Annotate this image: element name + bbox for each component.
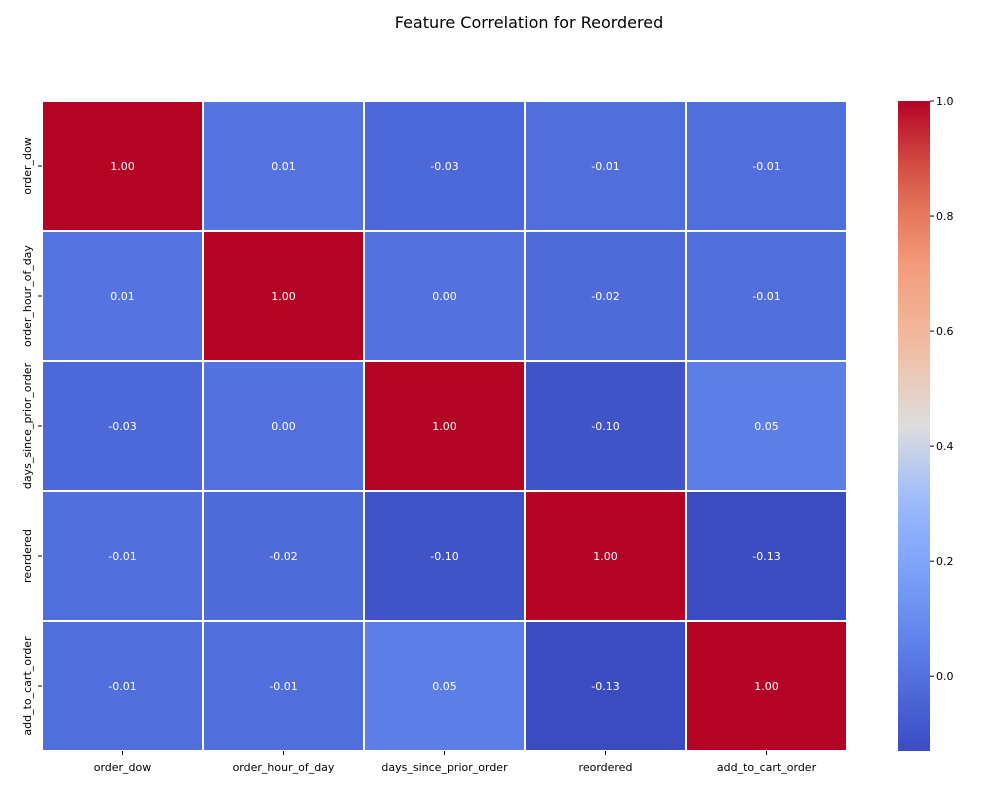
cell-value-label: 0.00 [432,290,457,303]
heatmap-cell [41,100,204,232]
cell-value-label: 1.00 [432,420,457,433]
cell-value-label: -0.03 [108,420,136,433]
cell-value-label: -0.13 [752,550,780,563]
y-tick-label: add_to_cart_order [21,636,34,736]
cell-value-label: -0.02 [591,290,619,303]
heatmap-cells [41,100,848,752]
cell-value-label: 0.01 [110,290,135,303]
colorbar-tick-label: 0.8 [936,210,954,223]
heatmap-cell [685,230,848,362]
x-tick-label: order_hour_of_day [233,761,335,774]
colorbar-tick-label: 1.0 [936,95,954,108]
heatmap-cell [202,360,365,492]
colorbar-gradient [898,101,930,751]
x-axis-tick-labels: order_dow order_hour_of_day days_since_pri… [94,751,817,774]
colorbar-tick-label: 0.4 [936,440,954,453]
cell-value-label: -0.03 [430,160,458,173]
cell-value-label: -0.01 [752,290,780,303]
y-tick-label: order_hour_of_day [21,245,34,347]
colorbar-tick-label: 0.2 [936,555,954,568]
cell-value-label: -0.01 [752,160,780,173]
heatmap-cell [363,230,526,362]
heatmap-cell [363,620,526,752]
heatmap-cell [685,490,848,622]
heatmap-cell [685,620,848,752]
y-tick-label: order_dow [21,137,34,195]
heatmap-cell [524,490,687,622]
cell-value-label: -0.01 [591,160,619,173]
cell-value-label: 0.01 [271,160,296,173]
cell-value-label: -0.01 [108,550,136,563]
y-tick-label: days_since_prior_order [21,362,34,489]
x-tick-label: days_since_prior_order [381,761,508,774]
cell-value-label: 0.05 [754,420,779,433]
colorbar: 0.0 0.2 0.4 0.6 0.8 1.0 [898,95,954,751]
cell-value-label: -0.01 [269,680,297,693]
heatmap-cell [363,490,526,622]
cell-value-label: 0.00 [271,420,296,433]
heatmap-cell [202,490,365,622]
heatmap-annotations: 1.00 0.01 -0.03 -0.01 -0.01 0.01 1.00 0.00 -0.02… [108,160,780,693]
cell-value-label: 0.05 [432,680,457,693]
colorbar-tick-label: 0.6 [936,325,954,338]
heatmap-cell [41,230,204,362]
y-axis-tick-labels: order_dow order_hour_of_day days_since_pri… [21,137,42,736]
cell-value-label: 1.00 [271,290,296,303]
cell-value-label: -0.01 [108,680,136,693]
heatmap-cell [363,100,526,232]
cell-value-label: -0.13 [591,680,619,693]
x-tick-label: add_to_cart_order [717,761,817,774]
y-tick-label: reordered [21,529,34,583]
cell-value-label: -0.10 [430,550,458,563]
cell-value-label: 1.00 [593,550,618,563]
cell-value-label: 1.00 [110,160,135,173]
heatmap-cell [524,360,687,492]
heatmap-cell [685,360,848,492]
x-tick-label: reordered [579,761,633,774]
heatmap-cell [41,620,204,752]
heatmap-cell [202,620,365,752]
cell-value-label: -0.10 [591,420,619,433]
chart-title: Feature Correlation for Reordered [395,13,664,32]
cell-value-label: 1.00 [754,680,779,693]
heatmap-cell [202,100,365,232]
cell-value-label: -0.02 [269,550,297,563]
heatmap-cell [524,100,687,232]
x-tick-label: order_dow [94,761,152,774]
colorbar-tick-label: 0.0 [936,670,954,683]
